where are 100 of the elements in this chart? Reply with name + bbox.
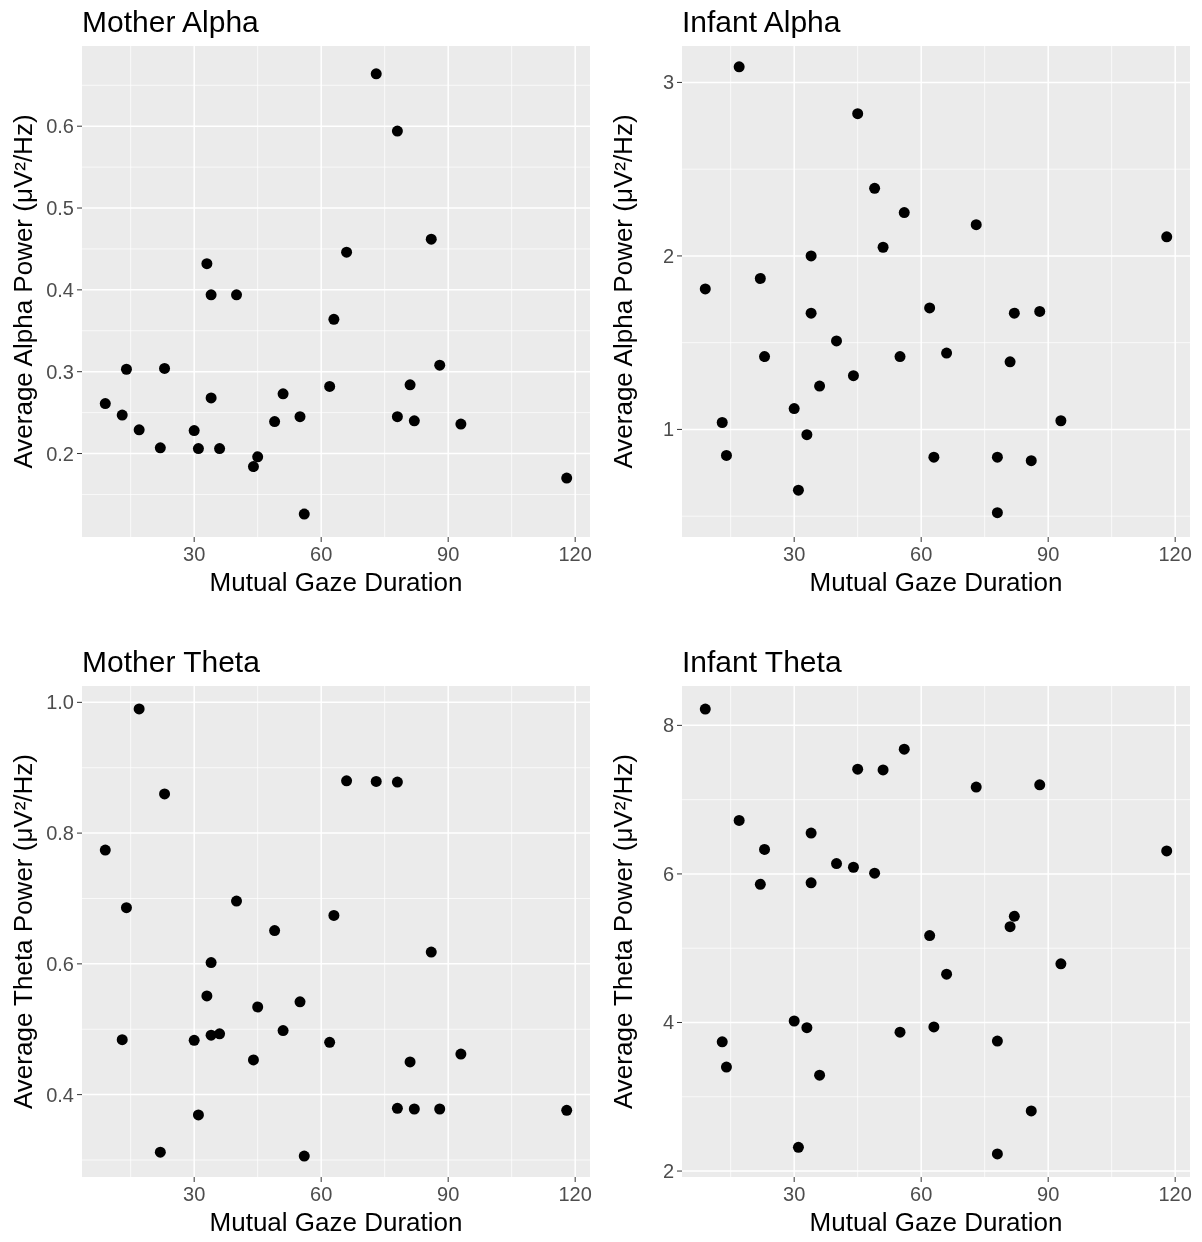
point [792,1141,804,1153]
point [391,125,403,137]
x-axis-title: Mutual Gaze Duration [209,567,463,597]
y-tick-label: 0.5 [46,197,74,220]
point [1025,455,1037,467]
point [370,68,382,80]
point [201,990,213,1002]
point [205,289,217,301]
x-tick-label: 60 [910,543,933,565]
point [924,302,936,314]
y-tick-label: 1.0 [46,691,74,714]
point [120,902,132,914]
point [133,424,145,436]
point [269,925,281,937]
x-tick-label: 90 [1037,1183,1060,1205]
point [370,775,382,787]
point [277,1025,289,1037]
point [192,1109,204,1121]
point [324,1036,336,1048]
x-tick-label: 30 [183,1183,206,1205]
y-tick-label: 2 [662,1160,674,1183]
point [869,182,881,194]
point [341,246,353,258]
point [720,1061,732,1073]
point [214,443,226,455]
y-tick-label: 8 [662,714,674,737]
x-tick-label: 120 [1158,1183,1192,1205]
point [898,743,910,755]
point [733,814,745,826]
y-tick-label: 2 [662,244,674,267]
point [928,1021,940,1033]
point [192,443,204,455]
y-tick-label: 0.3 [46,360,74,383]
point [205,392,217,404]
point [408,415,420,427]
point [404,1056,416,1068]
point [561,1104,573,1116]
point [1055,958,1067,970]
y-axis-title: Average Theta Power (μV²/Hz) [8,753,38,1110]
point [252,451,264,463]
point [1004,921,1016,933]
point [877,764,889,776]
point [154,442,166,454]
point [792,484,804,496]
point [699,283,711,295]
point [814,1069,826,1081]
point [805,250,817,262]
point [120,363,132,375]
x-tick-label: 60 [310,1183,333,1205]
point [341,775,353,787]
x-axis-title: Mutual Gaze Duration [809,1207,1063,1237]
y-tick-label: 1 [662,418,674,441]
x-tick-label: 90 [1037,543,1060,565]
point [188,425,200,437]
point [154,1146,166,1158]
x-tick-label: 120 [1158,543,1192,565]
y-tick-label: 0.6 [46,115,74,138]
point [941,347,953,359]
x-tick-label: 60 [910,1183,933,1205]
y-tick-label: 6 [662,862,674,885]
point [991,1148,1003,1160]
point [231,289,243,301]
point [247,461,259,473]
point [699,703,711,715]
point [116,1034,128,1046]
point [716,416,728,428]
y-tick-label: 0.4 [46,1083,74,1106]
x-tick-label: 30 [783,543,806,565]
point [1161,231,1173,243]
point [247,1054,259,1066]
point [455,418,467,430]
point [847,861,859,873]
y-tick-label: 0.4 [46,278,74,301]
point [1034,779,1046,791]
point [298,508,310,520]
point [733,61,745,73]
point [188,1034,200,1046]
point [404,379,416,391]
x-axis-title: Mutual Gaze Duration [809,567,1063,597]
point [814,380,826,392]
point [869,867,881,879]
point [434,1103,446,1115]
point [991,1035,1003,1047]
point [831,858,843,870]
point [294,996,306,1008]
point [754,272,766,284]
point [759,843,771,855]
point [1025,1105,1037,1117]
y-tick-label: 0.6 [46,952,74,975]
y-axis-title: Average Theta Power (μV²/Hz) [608,753,638,1110]
chart-title: Infant Theta [682,645,842,678]
point [201,258,213,270]
y-axis-title: Average Alpha Power (μV²/Hz) [8,114,38,469]
point [391,776,403,788]
point [831,335,843,347]
point [805,877,817,889]
point [455,1048,467,1060]
x-tick-label: 120 [558,1183,592,1205]
point [1004,356,1016,368]
point [788,1015,800,1027]
